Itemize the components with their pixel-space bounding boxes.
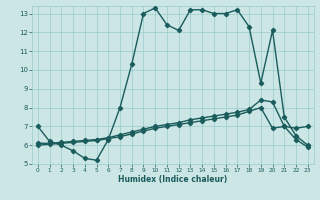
X-axis label: Humidex (Indice chaleur): Humidex (Indice chaleur) [118,175,228,184]
